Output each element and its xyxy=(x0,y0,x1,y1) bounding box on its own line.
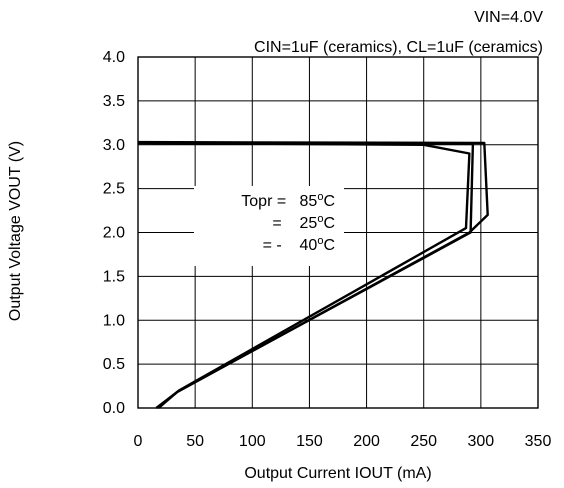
legend-unit: C xyxy=(323,215,335,232)
y-tick-label: 2.0 xyxy=(103,225,125,242)
series-line-1 xyxy=(137,141,471,409)
legend-entry-2: = 25oC xyxy=(272,213,335,232)
degree-symbol: o xyxy=(317,213,323,225)
y-tick-labels: 0.0 0.5 1.0 1.5 2.0 2.5 3.0 3.5 4.0 xyxy=(103,49,125,417)
degree-symbol: o xyxy=(317,191,323,203)
y-tick-label: 4.0 xyxy=(103,49,125,66)
y-tick-label: 3.0 xyxy=(103,137,125,154)
y-tick-label: 2.5 xyxy=(103,181,125,198)
y-tick-label: 0.0 xyxy=(103,400,125,417)
legend-background xyxy=(194,186,344,266)
degree-symbol: o xyxy=(317,235,323,247)
legend-temperature: 40 xyxy=(300,237,318,254)
legend-unit: C xyxy=(323,193,335,210)
legend-entry-3: = - 40oC xyxy=(263,235,335,254)
x-tick-label: 100 xyxy=(239,433,266,450)
x-tick-label: 200 xyxy=(353,433,380,450)
y-axis-label: Output Voltage VOUT (V) xyxy=(7,141,24,321)
x-tick-labels: 0 50 100 150 200 250 300 350 xyxy=(134,433,552,450)
x-tick-label: 300 xyxy=(468,433,495,450)
x-tick-label: 250 xyxy=(410,433,437,450)
y-tick-label: 1.5 xyxy=(103,268,125,285)
x-tick-label: 150 xyxy=(296,433,323,450)
chart-title-line-2: CIN=1uF (ceramics), CL=1uF (ceramics) xyxy=(254,39,543,56)
legend: Topr = 85oC= 25oC= - 40oC xyxy=(194,186,344,266)
series-group xyxy=(137,140,489,409)
y-tick-label: 1.0 xyxy=(103,312,125,329)
plot-frame xyxy=(137,56,539,409)
legend-temperature: 85 xyxy=(300,193,318,210)
legend-entry-1: Topr = 85oC xyxy=(241,191,335,210)
x-axis-label: Output Current IOUT (mA) xyxy=(244,465,431,482)
legend-unit: C xyxy=(323,237,335,254)
legend-prefix: = - xyxy=(263,237,300,254)
x-tick-label: 350 xyxy=(525,433,552,450)
series-line-3 xyxy=(137,140,489,409)
x-tick-label: 50 xyxy=(186,433,204,450)
chart-title-line-1: VIN=4.0V xyxy=(474,9,543,26)
series-line-2 xyxy=(137,141,475,409)
legend-prefix: Topr = xyxy=(241,193,299,210)
legend-temperature: 25 xyxy=(300,215,318,232)
y-tick-label: 3.5 xyxy=(103,93,125,110)
y-tick-label: 0.5 xyxy=(103,356,125,373)
legend-prefix: = xyxy=(272,215,299,232)
x-tick-label: 0 xyxy=(134,433,143,450)
